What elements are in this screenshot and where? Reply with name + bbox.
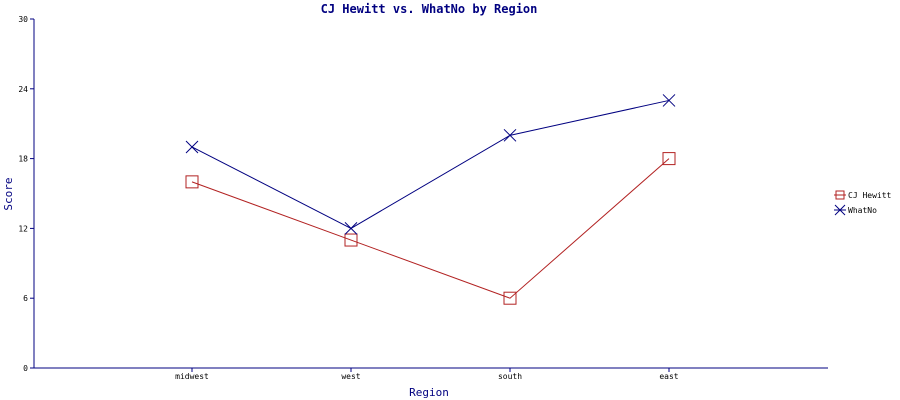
legend-x-icon [834,204,846,216]
x-axis-label: Region [409,386,449,399]
x-ticks: midwest west south east [175,368,679,381]
axes [33,19,828,369]
data-point-x [185,140,199,154]
y-tick-label: 18 [18,155,28,164]
y-tick-label: 12 [18,224,28,233]
data-point-x [344,222,358,235]
x-tick-label: midwest [175,372,209,381]
data-point-square [662,152,676,166]
legend-item: CJ Hewitt [834,190,892,200]
y-tick-label: 24 [18,85,28,94]
data-point-square [503,291,517,305]
x-tick-label: west [341,372,360,381]
data-point-square [185,175,199,189]
series-cj-hewitt [185,152,676,305]
series-whatno [185,94,676,235]
legend-item: WhatNo [834,204,877,216]
series-line [191,158,670,299]
legend-square-icon [835,190,845,200]
y-axis-label: Score [2,177,15,210]
data-point-x [662,94,676,107]
y-ticks: 0 6 12 18 24 30 [18,15,34,373]
legend: CJ Hewitt WhatNo [834,190,892,216]
x-tick-label: east [659,372,678,381]
legend-label: WhatNo [848,206,877,215]
y-tick-label: 0 [23,364,28,373]
data-point-square [344,233,358,247]
chart-title: CJ Hewitt vs. WhatNo by Region [321,2,538,16]
legend-label: CJ Hewitt [848,191,892,200]
series-line [191,99,670,229]
x-tick-label: south [498,372,522,381]
y-tick-label: 30 [18,15,28,24]
data-point-x [503,128,517,142]
series-layer [185,94,676,305]
y-tick-label: 6 [23,294,28,303]
